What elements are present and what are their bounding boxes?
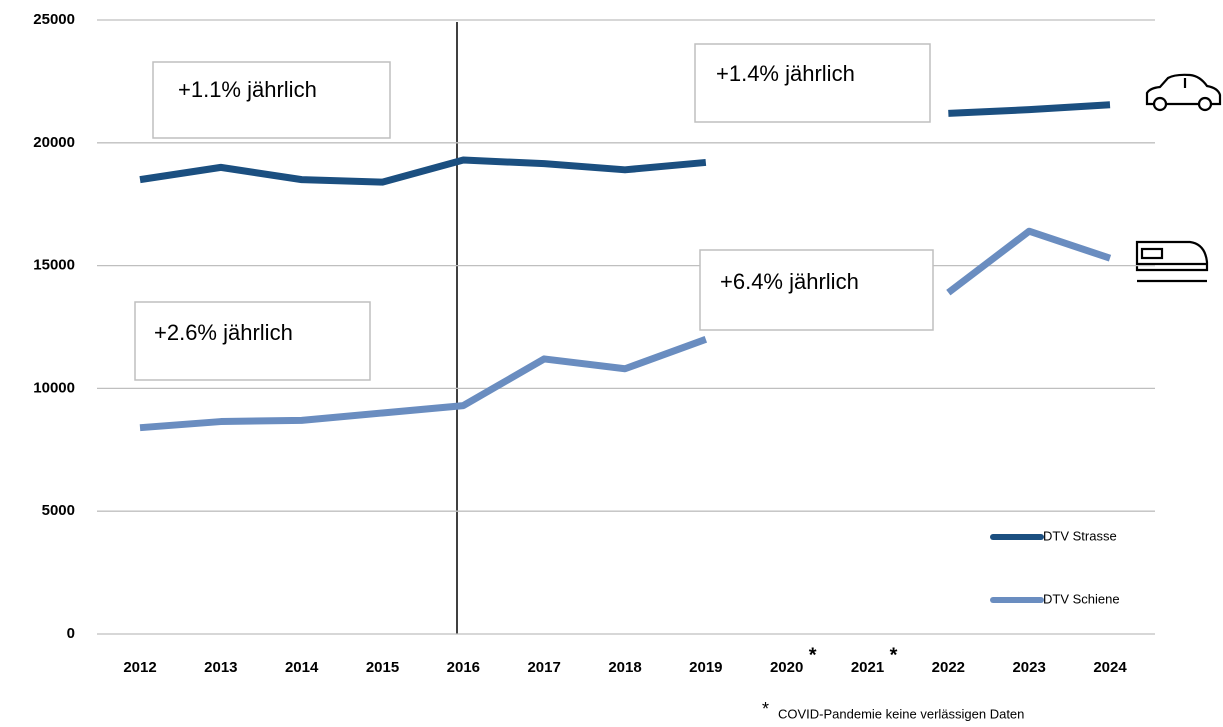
annotation-box xyxy=(694,43,931,123)
x-tick-label: 2022 xyxy=(932,659,965,676)
legend-label: DTV Strasse xyxy=(1043,528,1117,543)
y-tick-label: 5000 xyxy=(42,502,75,519)
annotation-box xyxy=(699,249,934,331)
annotation: +1.4% jährlich xyxy=(716,61,855,86)
footnote: COVID-Pandemie keine verlässigen Daten xyxy=(778,706,1024,721)
y-tick-label: 0 xyxy=(67,625,75,642)
x-tick-label: 2015 xyxy=(366,659,399,676)
x-tick-label: 2023 xyxy=(1012,659,1045,676)
footnote-marker: * xyxy=(890,644,898,666)
footnote-marker: * xyxy=(809,644,817,666)
annotation: +6.4% jährlich xyxy=(720,269,859,294)
car-icon xyxy=(1145,73,1222,112)
x-tick-label: 2014 xyxy=(285,659,319,676)
x-tick-label: 2017 xyxy=(527,659,560,676)
annotation: +1.1% jährlich xyxy=(178,77,317,102)
y-tick-label: 20000 xyxy=(33,134,75,151)
series-line xyxy=(139,227,1112,432)
x-tick-label: 2020 xyxy=(770,659,803,676)
x-tick-label: 2024 xyxy=(1093,659,1127,676)
annotation-box xyxy=(152,61,391,139)
legend-label: DTV Schiene xyxy=(1043,591,1120,606)
x-tick-label: 2016 xyxy=(447,659,480,676)
annotation-box xyxy=(134,301,371,381)
annotation: +2.6% jährlich xyxy=(154,320,293,345)
footnote-marker: * xyxy=(762,699,769,719)
x-tick-label: 2019 xyxy=(689,659,722,676)
train-icon xyxy=(1135,240,1209,283)
x-tick-label: 2018 xyxy=(608,659,641,676)
y-tick-label: 15000 xyxy=(33,257,75,274)
x-tick-label: 2012 xyxy=(123,659,156,676)
y-tick-label: 25000 xyxy=(33,11,75,28)
x-tick-label: 2021 xyxy=(851,659,884,676)
x-tick-label: 2013 xyxy=(204,659,237,676)
series-line xyxy=(139,101,1111,186)
y-tick-label: 10000 xyxy=(33,379,75,396)
